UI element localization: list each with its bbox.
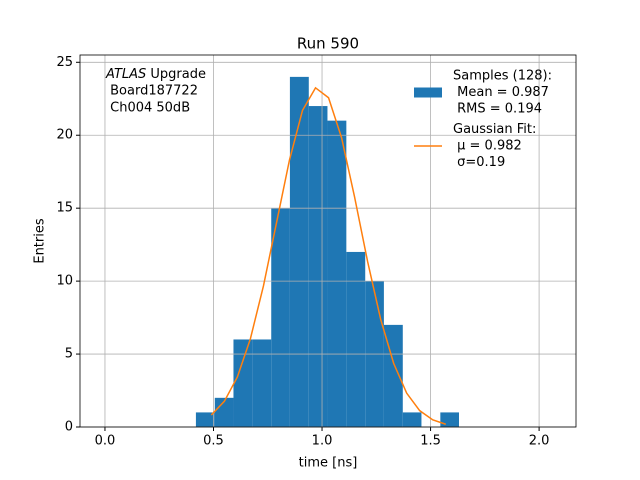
histogram-bar	[195, 412, 215, 427]
histogram-bar	[271, 208, 290, 427]
histogram-bar	[214, 397, 234, 427]
annotation-line: Ch004 50dB	[106, 101, 190, 116]
legend-label: Gaussian Fit:	[453, 122, 536, 137]
legend-label: Samples (128):	[453, 69, 552, 84]
histogram-bar	[440, 412, 460, 427]
legend-detail: μ = 0.982	[453, 139, 522, 154]
histogram-bar	[252, 339, 272, 427]
histogram-bar	[233, 339, 253, 427]
x-tick-label: 2.0	[529, 434, 550, 449]
y-axis-label: Entries	[33, 218, 48, 264]
fit-line	[210, 86, 446, 425]
annotation-line: Board187722	[106, 84, 198, 99]
y-tick-label: 10	[56, 274, 73, 289]
x-tick-label: 1.5	[420, 434, 441, 449]
y-tick-label: 25	[56, 55, 73, 70]
histogram-bar	[346, 251, 366, 427]
y-tick-label: 15	[56, 201, 73, 216]
histogram-bar	[327, 120, 347, 427]
annotation-italic: ATLAS	[105, 67, 146, 82]
annotation-text: Upgrade	[146, 67, 206, 82]
x-tick-label: 0.0	[95, 434, 116, 449]
plot-frame	[79, 54, 577, 428]
x-axis-label: time [ns]	[299, 456, 358, 471]
y-tick-label: 5	[65, 347, 73, 362]
y-tick-label: 20	[56, 128, 73, 143]
legend-detail: Mean = 0.987	[453, 85, 549, 100]
chart-title: Run 590	[297, 35, 359, 53]
legend-swatch	[414, 87, 442, 98]
legend-detail: σ=0.19	[453, 155, 505, 170]
histogram-bar	[289, 76, 309, 427]
annotation: ATLAS Upgrade	[105, 67, 206, 82]
histogram-bar	[308, 106, 328, 427]
x-tick-label: 0.5	[203, 434, 224, 449]
y-tick-label: 0	[65, 420, 73, 435]
legend-detail: RMS = 0.194	[453, 102, 542, 117]
histogram-bar	[383, 324, 403, 427]
x-tick-label: 1.0	[312, 434, 333, 449]
histogram-bar	[402, 412, 422, 427]
